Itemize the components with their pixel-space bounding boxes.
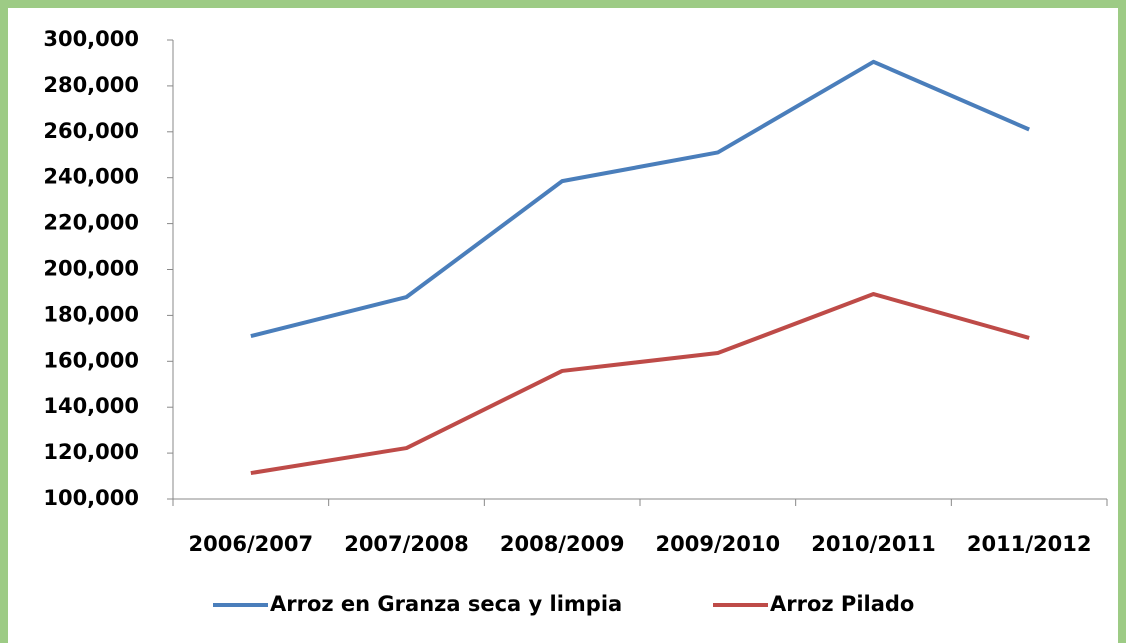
y-tick-label: 200,000: [43, 257, 139, 281]
series-line: [250, 292, 1030, 476]
y-tick-label: 100,000: [43, 486, 139, 510]
x-tick-label: 2006/2007: [189, 532, 314, 556]
legend-label: Arroz en Granza seca y limpia: [270, 592, 622, 616]
y-tick-label: 220,000: [43, 211, 139, 235]
x-tick-label: 2011/2012: [967, 532, 1092, 556]
y-tick-label: 300,000: [43, 27, 139, 51]
x-tick-label: 2008/2009: [500, 532, 625, 556]
y-tick-label: 260,000: [43, 119, 139, 143]
y-tick-label: 240,000: [43, 165, 139, 189]
legend-label: Arroz Pilado: [770, 592, 914, 616]
y-tick-label: 280,000: [43, 73, 139, 97]
series-line: [250, 59, 1030, 338]
y-tick-label: 160,000: [43, 348, 139, 372]
x-tick-label: 2009/2010: [656, 532, 781, 556]
y-tick-label: 120,000: [43, 440, 139, 464]
x-tick-label: 2010/2011: [811, 532, 936, 556]
y-tick-label: 180,000: [43, 302, 139, 326]
chart-area: [8, 8, 1118, 643]
x-tick-label: 2007/2008: [344, 532, 469, 556]
y-tick-label: 140,000: [43, 394, 139, 418]
